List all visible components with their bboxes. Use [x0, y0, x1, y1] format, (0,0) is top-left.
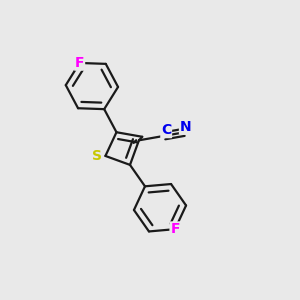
- Text: C: C: [161, 123, 171, 137]
- Text: S: S: [92, 149, 102, 163]
- Text: F: F: [170, 222, 180, 236]
- Text: N: N: [180, 120, 191, 134]
- Text: F: F: [75, 56, 84, 70]
